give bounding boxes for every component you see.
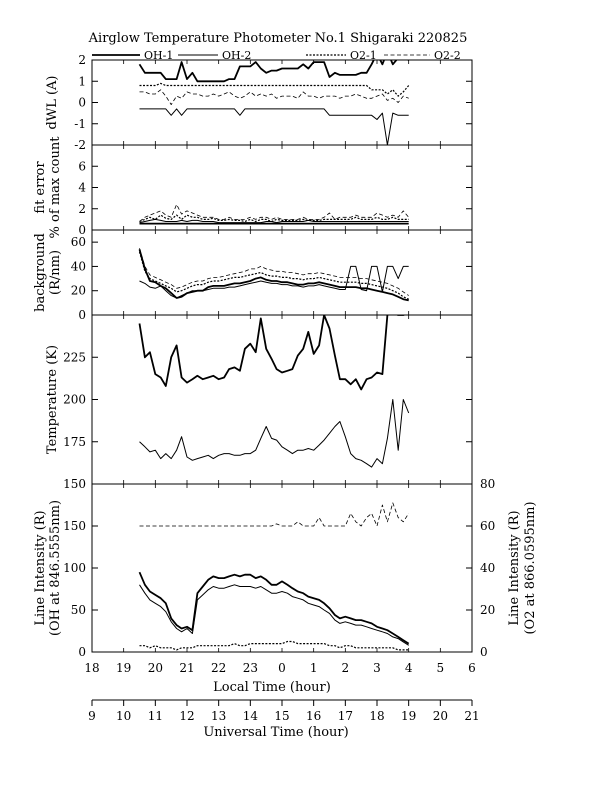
chart-title: Airglow Temperature Photometer No.1 Shig…: [88, 31, 468, 46]
legend-label: OH-1: [144, 49, 173, 62]
y-axis-label-sub: (R/nm): [48, 250, 63, 295]
legend: OH-1 OH-2 O2-1 O2-2: [92, 49, 461, 62]
ut-tick-label: 15: [274, 709, 289, 723]
panel-fiterr: 0 2 4 6 fit error% of max count: [33, 136, 473, 239]
y-axis-label-sub: (OH at 846.5555nm): [48, 500, 63, 636]
y-tick-label: 200: [63, 393, 86, 407]
series-fiterr-o2-2: [139, 204, 410, 222]
ut-tick-label: 18: [369, 709, 384, 723]
y-tick-label: 6: [78, 159, 86, 173]
local-time-axis-label: Local Time (hour): [213, 680, 331, 695]
y-tick-label: -2: [74, 138, 86, 152]
series-dwl-o2-2: [139, 89, 409, 105]
y-axis-label: dWL (A): [45, 76, 60, 130]
legend-label: O2-2: [434, 49, 461, 62]
ut-tick-label: 10: [116, 709, 131, 723]
y-tick-label: -1: [74, 117, 86, 131]
y-axis-label: Temperature (K): [45, 345, 60, 454]
series-dwl-oh-2: [139, 108, 409, 145]
y-tick-label: 1: [78, 74, 86, 88]
local-time-tick-label: 0: [278, 661, 286, 675]
y-tick-label: 225: [63, 350, 86, 364]
y-right-tick-label: 40: [480, 561, 495, 575]
ut-axis-label: Universal Time (hour): [203, 725, 348, 740]
local-time-tick-label: 5: [437, 661, 445, 675]
y-tick-label: 175: [63, 435, 86, 449]
local-time-tick-label: 6: [468, 661, 476, 675]
ut-tick-label: 13: [211, 709, 226, 723]
y-right-axis-label-sub: (O2 at 866.0595nm): [523, 501, 538, 634]
ut-tick-label: 14: [243, 709, 259, 723]
local-time-tick-label: 21: [179, 661, 194, 675]
ut-tick-label: 12: [179, 709, 194, 723]
ut-tick-label: 19: [401, 709, 416, 723]
series-temperature-oh-2: [139, 399, 410, 468]
panel-dwl: -2 -1 0 1 2 dWL (A): [45, 53, 473, 152]
local-time-tick-label: 4: [405, 661, 413, 675]
y-tick-label: 20: [71, 284, 86, 298]
y-tick-label: 0: [78, 645, 86, 659]
local-time-tick-label: 2: [342, 661, 350, 675]
legend-label: OH-2: [222, 49, 251, 62]
ut-tick-label: 11: [148, 709, 163, 723]
chart-panels: -2 -1 0 1 2 dWL (A) 0 2 4 6 fit error% of max coun…: [33, 53, 538, 659]
y-tick-label: 40: [71, 259, 86, 273]
y-tick-label: 0: [78, 223, 86, 237]
y-right-tick-label: 60: [480, 519, 495, 533]
series-intensity-oh-1: [138, 571, 410, 645]
y-axis-label: Line Intensity (R): [33, 510, 48, 625]
series-temperature-oh-1: [138, 315, 407, 391]
series-background-o2-2: [139, 248, 409, 296]
legend-label: O2-1: [350, 49, 377, 62]
local-time-tick-label: 22: [211, 661, 226, 675]
y-right-tick-label: 0: [480, 645, 488, 659]
ut-tick-label: 16: [306, 709, 321, 723]
ut-tick-label: 17: [338, 709, 353, 723]
y-axis-label: fit error: [33, 161, 48, 214]
y-right-tick-label: 20: [480, 603, 495, 617]
local-time-tick-label: 23: [243, 661, 258, 675]
series-intensity-o2-2: [139, 502, 410, 527]
local-time-tick-label: 1: [310, 661, 318, 675]
series-dwl-o2-1: [139, 82, 410, 97]
panel-background: 0 20 40 60 background (R/nm): [33, 229, 473, 322]
y-tick-label: 50: [71, 603, 86, 617]
y-tick-label: 4: [78, 181, 86, 195]
y-axis-label: background: [33, 233, 48, 312]
ut-tick-label: 21: [464, 709, 479, 723]
panel-frame: [91, 483, 473, 653]
y-right-tick-label: 80: [480, 477, 495, 491]
series-fiterr-oh-2: [139, 218, 409, 224]
local-time-tick-label: 20: [148, 661, 163, 675]
series-background-o2-1: [138, 251, 409, 300]
y-axis-label-sub: % of max count: [48, 136, 63, 239]
y-tick-label: 0: [78, 308, 86, 322]
panel-frame: [91, 229, 473, 316]
ut-tick-label: 9: [88, 709, 96, 723]
y-tick-label: 60: [71, 235, 86, 249]
y-tick-label: 100: [63, 561, 86, 575]
series-dwl-oh-1: [138, 60, 409, 83]
panel-frame: [91, 314, 473, 485]
y-tick-label: 150: [63, 477, 86, 491]
local-time-tick-label: 19: [116, 661, 131, 675]
local-time-tick-label: 3: [373, 661, 381, 675]
panel-frame: [91, 144, 473, 231]
y-right-axis-label: Line Intensity (R): [507, 510, 522, 625]
y-tick-label: 2: [78, 53, 86, 67]
series-intensity-oh-2: [139, 584, 409, 646]
series-background-oh-2: [139, 265, 409, 299]
series-background-oh-1: [138, 249, 409, 302]
ut-tick-label: 20: [433, 709, 448, 723]
local-time-tick-label: 18: [84, 661, 99, 675]
y-tick-label: 2: [78, 202, 86, 216]
y-tick-label: 0: [78, 96, 86, 110]
series-intensity-o2-1: [139, 640, 409, 651]
y-tick-label: 150: [63, 519, 86, 533]
